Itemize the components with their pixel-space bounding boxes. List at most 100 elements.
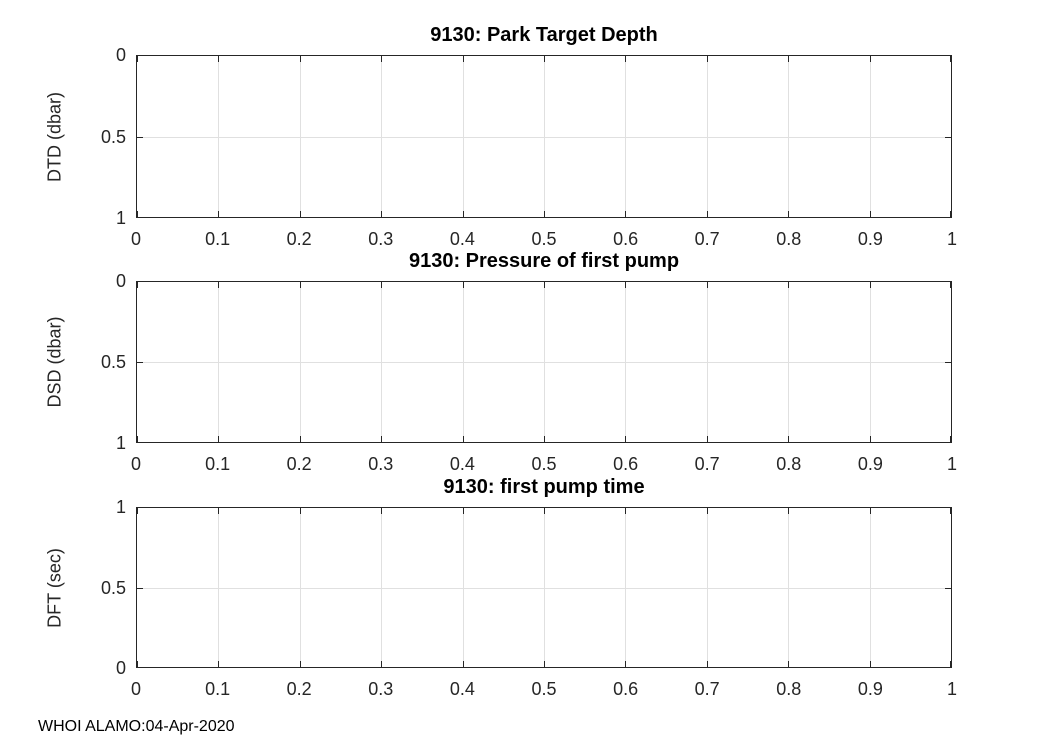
subplot-park-target-depth-xtick-label: 0.7: [694, 229, 720, 249]
subplot-first-pump-time-ytick-label: 1: [115, 497, 126, 517]
subplot-first-pump-time-ylabel: DFT (sec): [44, 547, 65, 628]
subplot-first-pump-time-xtick-label: 0.4: [449, 679, 475, 699]
subplot-first-pump-time-xtick-label: 0.1: [205, 679, 231, 699]
subplot-park-target-depth-xtick-label: 0.5: [531, 229, 557, 249]
subplot-first-pump-time-xtick-label: 0.8: [776, 679, 802, 699]
subplot-first-pump-time-xtick-label: 0.2: [286, 679, 312, 699]
subplot-park-target-depth-ytick-label: 1: [115, 208, 126, 228]
x-tick-mark: [625, 661, 627, 667]
x-tick-mark: [218, 282, 220, 288]
x-tick-mark: [462, 282, 464, 288]
x-tick-mark: [218, 661, 220, 667]
x-tick-mark: [706, 508, 708, 514]
y-tick-mark: [945, 136, 951, 138]
x-tick-mark: [544, 436, 545, 442]
x-tick-mark: [625, 211, 627, 217]
x-tick-mark: [706, 282, 708, 288]
subplot-first-pump-time-xtick-label: 0.6: [613, 679, 639, 699]
subplot-first-pump-time-plot-area: [136, 507, 952, 668]
subplot-pressure-first-pump-xtick-label: 0.7: [694, 454, 720, 474]
x-tick-mark: [869, 508, 871, 514]
x-tick-mark: [950, 211, 951, 217]
x-tick-mark: [137, 211, 138, 217]
subplot-pressure-first-pump-xtick-label: 0.3: [368, 454, 394, 474]
x-tick-mark: [137, 508, 138, 514]
x-tick-mark: [462, 508, 464, 514]
subplot-park-target-depth-xtick-label: 0: [130, 229, 141, 249]
subplot-park-target-depth-ytick-label: 0: [115, 45, 126, 65]
subplot-pressure-first-pump-xtick-label: 0: [130, 454, 141, 474]
subplot-park-target-depth-title: 9130: Park Target Depth: [430, 24, 658, 46]
x-tick-mark: [381, 211, 383, 217]
x-tick-mark: [381, 661, 383, 667]
y-tick-mark: [137, 136, 143, 138]
x-tick-mark: [950, 282, 951, 288]
x-tick-mark: [950, 56, 951, 62]
subplot-park-target-depth-xtick-label: 0.9: [857, 229, 883, 249]
subplot-pressure-first-pump-xtick-label: 1: [946, 454, 957, 474]
x-tick-mark: [950, 436, 951, 442]
x-tick-mark: [299, 56, 301, 62]
x-tick-mark: [137, 436, 138, 442]
y-gridline: [137, 362, 951, 363]
x-tick-mark: [299, 282, 301, 288]
x-tick-mark: [869, 661, 871, 667]
x-tick-mark: [706, 211, 708, 217]
x-tick-mark: [381, 282, 383, 288]
subplot-first-pump-time-xtick-label: 0.9: [857, 679, 883, 699]
x-tick-mark: [218, 436, 220, 442]
y-tick-mark: [945, 587, 951, 589]
subplot-park-target-depth-xtick-label: 0.8: [776, 229, 802, 249]
x-tick-mark: [299, 436, 301, 442]
subplot-park-target-depth-xtick-label: 1: [946, 229, 957, 249]
x-tick-mark: [299, 211, 301, 217]
x-tick-mark: [869, 282, 871, 288]
x-tick-mark: [462, 661, 464, 667]
subplot-first-pump-time-xtick-label: 0: [130, 679, 141, 699]
x-tick-mark: [544, 56, 545, 62]
subplot-park-target-depth-xtick-label: 0.2: [286, 229, 312, 249]
x-tick-mark: [462, 436, 464, 442]
subplot-pressure-first-pump-xtick-label: 0.6: [613, 454, 639, 474]
subplot-pressure-first-pump-plot-area: [136, 281, 952, 443]
subplot-park-target-depth-xtick-label: 0.3: [368, 229, 394, 249]
x-tick-mark: [706, 661, 708, 667]
x-tick-mark: [869, 436, 871, 442]
x-tick-mark: [381, 508, 383, 514]
subplot-first-pump-time-ytick-label: 0: [115, 658, 126, 678]
x-tick-mark: [544, 661, 545, 667]
x-tick-mark: [218, 211, 220, 217]
subplot-pressure-first-pump-xtick-label: 0.4: [449, 454, 475, 474]
subplot-park-target-depth-plot-area: [136, 55, 952, 218]
subplot-first-pump-time-xtick-label: 0.7: [694, 679, 720, 699]
y-tick-mark: [137, 587, 143, 589]
subplot-pressure-first-pump-ytick-label: 1: [115, 433, 126, 453]
x-tick-mark: [462, 211, 464, 217]
subplot-first-pump-time-ytick-label: 0.5: [100, 577, 126, 598]
x-tick-mark: [788, 282, 790, 288]
subplot-pressure-first-pump-title: 9130: Pressure of first pump: [408, 250, 680, 272]
figure-footer-text: WHOI ALAMO:04-Apr-2020: [38, 718, 235, 735]
x-tick-mark: [950, 508, 951, 514]
x-tick-mark: [625, 436, 627, 442]
x-tick-mark: [706, 56, 708, 62]
subplot-pressure-first-pump-xtick-label: 0.5: [531, 454, 557, 474]
x-tick-mark: [869, 56, 871, 62]
x-tick-mark: [381, 436, 383, 442]
subplot-pressure-first-pump-ytick-label: 0: [115, 271, 126, 291]
x-tick-mark: [788, 436, 790, 442]
x-tick-mark: [788, 211, 790, 217]
x-tick-mark: [706, 436, 708, 442]
x-tick-mark: [788, 508, 790, 514]
x-tick-mark: [950, 661, 951, 667]
x-tick-mark: [381, 56, 383, 62]
subplot-pressure-first-pump-ytick-label: 0.5: [100, 352, 126, 372]
subplot-park-target-depth-ytick-label: 0.5: [100, 126, 126, 147]
x-tick-mark: [462, 56, 464, 62]
x-tick-mark: [625, 56, 627, 62]
subplot-first-pump-time-xtick-label: 0.5: [531, 679, 557, 699]
x-tick-mark: [299, 508, 301, 514]
subplot-pressure-first-pump-ylabel: DSD (dbar): [44, 316, 65, 408]
subplot-pressure-first-pump-xtick-label: 0.8: [776, 454, 802, 474]
